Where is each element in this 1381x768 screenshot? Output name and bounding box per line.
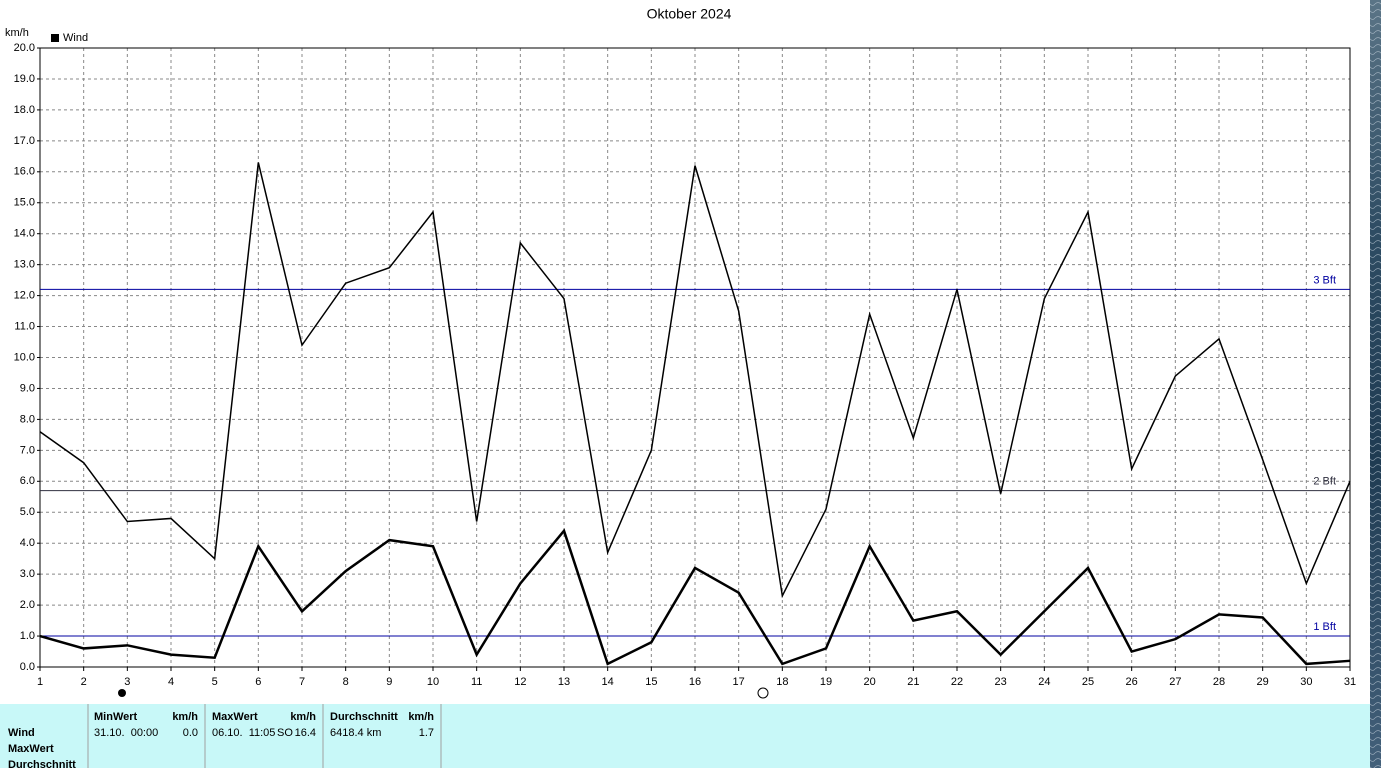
x-tick-label: 8 bbox=[343, 676, 349, 688]
x-tick-label: 1 bbox=[37, 676, 43, 688]
y-tick-label: 9.0 bbox=[20, 382, 35, 394]
y-tick-label: 11.0 bbox=[14, 320, 35, 332]
y-tick-label: 15.0 bbox=[14, 197, 35, 209]
y-tick-label: 3.0 bbox=[20, 568, 35, 580]
x-tick-label: 30 bbox=[1300, 676, 1312, 688]
x-tick-label: 6 bbox=[255, 676, 261, 688]
x-tick-label: 5 bbox=[212, 676, 218, 688]
x-tick-label: 20 bbox=[864, 676, 876, 688]
table-cell: 6418.4 km bbox=[330, 727, 381, 739]
y-tick-label: 17.0 bbox=[14, 135, 35, 147]
x-tick-label: 7 bbox=[299, 676, 305, 688]
y-tick-label: 6.0 bbox=[20, 475, 35, 487]
stats-panel bbox=[0, 704, 1370, 768]
x-tick-label: 31 bbox=[1344, 676, 1356, 688]
reference-label: 2 Bft bbox=[1313, 475, 1336, 487]
x-tick-label: 14 bbox=[602, 676, 614, 688]
x-tick-label: 13 bbox=[558, 676, 570, 688]
legend-label: Wind bbox=[63, 32, 88, 44]
y-tick-label: 13.0 bbox=[14, 259, 35, 271]
reference-label: 3 Bft bbox=[1313, 274, 1336, 286]
plot-frame bbox=[39, 47, 1351, 668]
column-header: MinWert bbox=[94, 711, 138, 723]
x-tick-label: 26 bbox=[1126, 676, 1138, 688]
y-tick-label: 5.0 bbox=[20, 506, 35, 518]
y-tick-label: 8.0 bbox=[20, 413, 35, 425]
y-tick-label: 2.0 bbox=[20, 599, 35, 611]
x-tick-label: 12 bbox=[514, 676, 526, 688]
chart-title: Oktober 2024 bbox=[647, 6, 732, 22]
background-texture bbox=[1370, 0, 1381, 768]
table-cell: 1.7 bbox=[419, 727, 434, 739]
y-tick-label: 19.0 bbox=[14, 73, 35, 85]
column-header: Durchschnitt bbox=[330, 711, 398, 723]
moon-phase-icon bbox=[757, 687, 769, 699]
x-tick-label: 16 bbox=[689, 676, 701, 688]
x-tick-label: 17 bbox=[733, 676, 745, 688]
x-tick-label: 2 bbox=[81, 676, 87, 688]
y-tick-label: 4.0 bbox=[20, 537, 35, 549]
column-unit: km/h bbox=[408, 711, 434, 723]
x-tick-label: 29 bbox=[1257, 676, 1269, 688]
table-cell: 16.4 bbox=[295, 727, 316, 739]
stats-separators bbox=[87, 704, 442, 768]
x-tick-label: 28 bbox=[1213, 676, 1225, 688]
table-cell: 31.10. 00:00 bbox=[94, 727, 158, 739]
reference-label: 1 Bft bbox=[1313, 621, 1336, 633]
x-tick-label: 25 bbox=[1082, 676, 1094, 688]
y-tick-label: 7.0 bbox=[20, 444, 35, 456]
column-unit: km/h bbox=[172, 711, 198, 723]
y-tick-label: 20.0 bbox=[14, 42, 35, 54]
column-unit: km/h bbox=[290, 711, 316, 723]
y-axis-label: km/h bbox=[5, 27, 29, 39]
x-tick-label: 18 bbox=[776, 676, 788, 688]
x-tick-label: 11 bbox=[471, 676, 482, 688]
y-tick-label: 14.0 bbox=[14, 228, 35, 240]
x-tick-label: 3 bbox=[124, 676, 130, 688]
moon-phase-icon bbox=[118, 689, 126, 697]
x-tick-label: 23 bbox=[995, 676, 1007, 688]
table-cell: 0.0 bbox=[183, 727, 198, 739]
y-tick-label: 12.0 bbox=[14, 290, 35, 302]
x-tick-label: 9 bbox=[386, 676, 392, 688]
column-header: MaxWert bbox=[212, 711, 258, 723]
x-tick-label: 10 bbox=[427, 676, 439, 688]
x-tick-label: 22 bbox=[951, 676, 963, 688]
data-line bbox=[39, 162, 1351, 599]
table-cell: 06.10. 11:05 bbox=[212, 727, 275, 739]
x-tick-label: 15 bbox=[645, 676, 657, 688]
data-line bbox=[39, 528, 1351, 666]
row-label: Wind bbox=[8, 727, 35, 739]
x-tick-label: 21 bbox=[907, 676, 919, 688]
x-tick-label: 27 bbox=[1169, 676, 1181, 688]
x-tick-label: 24 bbox=[1038, 676, 1050, 688]
y-tick-label: 16.0 bbox=[14, 166, 35, 178]
row-label: MaxWert bbox=[8, 743, 54, 755]
x-tick-label: 4 bbox=[168, 676, 174, 688]
y-tick-label: 18.0 bbox=[14, 104, 35, 116]
y-tick-label: 1.0 bbox=[20, 630, 35, 642]
table-cell: SO bbox=[277, 727, 293, 739]
y-tick-label: 10.0 bbox=[14, 351, 35, 363]
legend-swatch bbox=[51, 34, 59, 42]
row-label: Durchschnitt bbox=[8, 759, 76, 768]
y-tick-label: 0.0 bbox=[20, 661, 35, 673]
x-tick-label: 19 bbox=[820, 676, 832, 688]
